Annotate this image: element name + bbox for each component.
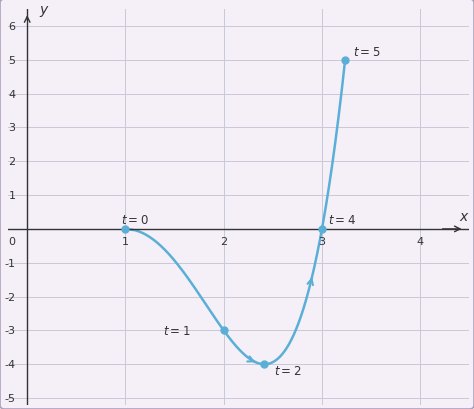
Text: -2: -2 [4,292,16,302]
Text: 3: 3 [319,237,326,247]
Text: 3: 3 [9,123,16,133]
Text: $t = 5$: $t = 5$ [353,45,381,58]
Text: -4: -4 [4,360,16,369]
Text: -1: -1 [4,258,16,268]
Text: 6: 6 [9,22,16,32]
Text: $x$: $x$ [459,209,470,223]
Text: $y$: $y$ [39,4,50,19]
Text: 5: 5 [9,56,16,65]
Text: -3: -3 [4,326,16,335]
Text: $t = 0$: $t = 0$ [120,213,148,226]
Text: 2: 2 [8,157,16,167]
Text: -5: -5 [4,393,16,403]
Text: 4: 4 [417,237,424,247]
Text: 0: 0 [9,237,16,247]
Text: 4: 4 [8,89,16,99]
Text: $t = 1$: $t = 1$ [163,325,190,338]
Text: 2: 2 [220,237,227,247]
Text: $t = 4$: $t = 4$ [328,213,356,226]
Text: 1: 1 [122,237,129,247]
Text: 1: 1 [9,191,16,200]
Text: $t = 2$: $t = 2$ [274,364,301,378]
